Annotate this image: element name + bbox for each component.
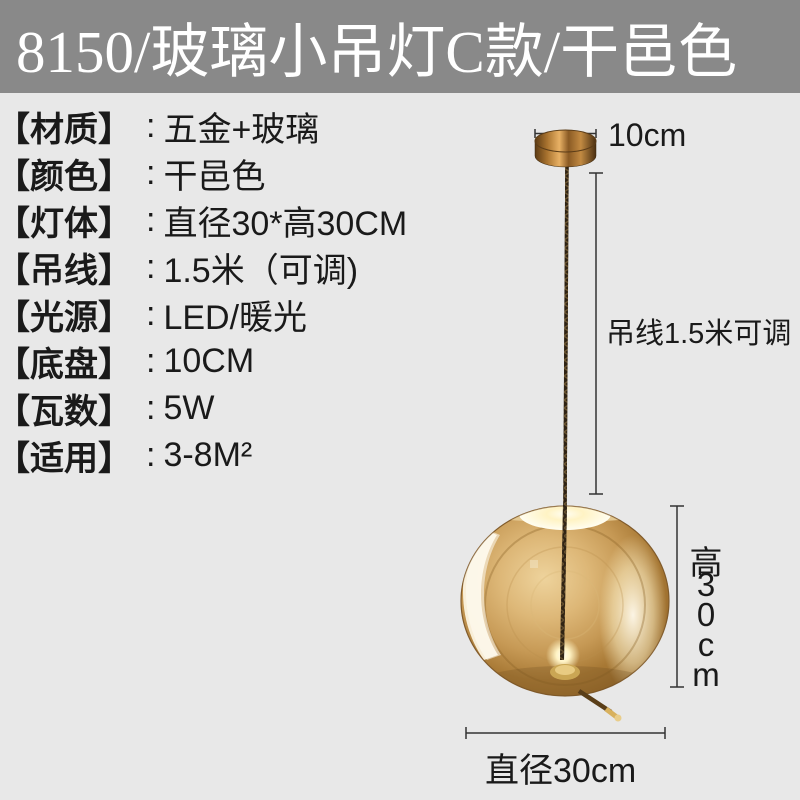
svg-text:10cm: 10cm bbox=[608, 117, 686, 153]
svg-text:吊线1.5米可调: 吊线1.5米可调 bbox=[606, 317, 791, 350]
svg-text:直径30cm: 直径30cm bbox=[485, 752, 636, 790]
